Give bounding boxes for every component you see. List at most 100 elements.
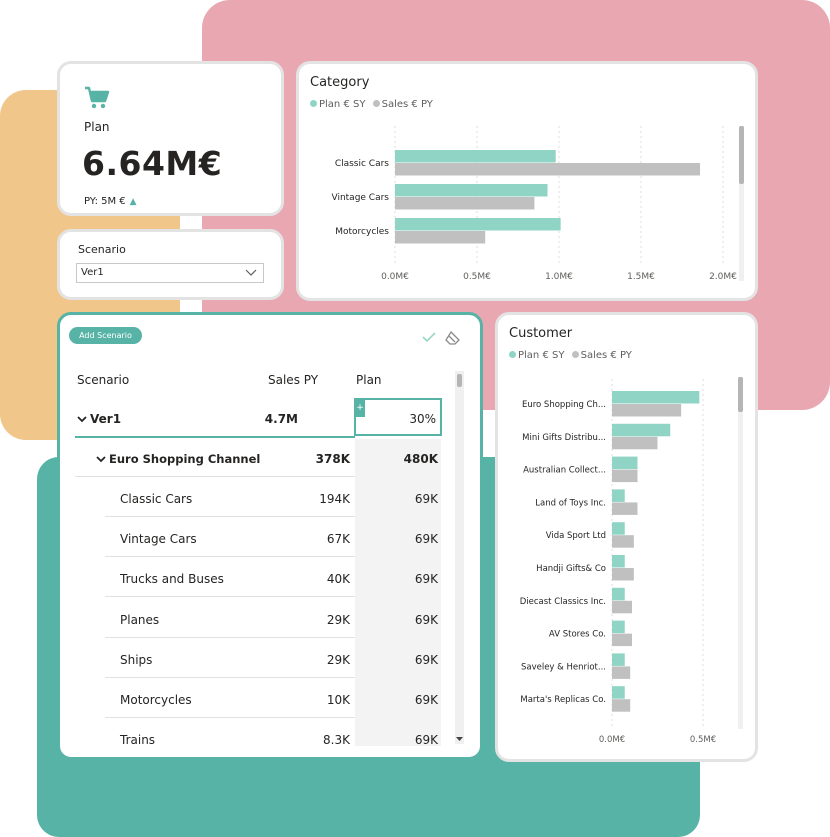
row-label: Trains: [120, 733, 156, 748]
plan-bar: [612, 423, 671, 437]
legend-plan-marker: [310, 100, 317, 107]
row-sales: 29K: [326, 652, 350, 667]
category-label: Handji Gifts& Co: [536, 564, 606, 574]
column-header-sales[interactable]: Sales PY: [268, 373, 319, 387]
plan-bar: [612, 653, 625, 666]
x-tick-label: 2.0M€: [709, 272, 737, 282]
scrollbar[interactable]: [738, 377, 743, 729]
x-tick-label: 0.0M€: [381, 272, 409, 282]
plan-bar: [395, 218, 561, 231]
row-plan[interactable]: 69K: [414, 652, 438, 667]
scrollbar-thumb[interactable]: [738, 377, 743, 412]
x-tick-label: 0.5M€: [690, 735, 716, 745]
row-divider: [105, 676, 355, 678]
chevron-down-icon: [245, 269, 257, 276]
scenario-dropdown[interactable]: Ver1: [76, 263, 264, 283]
sales-bar: [612, 666, 631, 679]
plan-bar: [612, 587, 625, 601]
total-row-label: Ver1: [90, 412, 122, 426]
plan-bar: [612, 555, 625, 568]
sales-bar: [612, 404, 682, 417]
scroll-down-icon[interactable]: [456, 736, 463, 742]
scrollbar-thumb[interactable]: [457, 374, 462, 387]
row-label: Motorcycles: [120, 693, 192, 707]
collapse-icon[interactable]: [77, 414, 87, 424]
group-row-sales: 378K: [315, 452, 350, 466]
row-sales: 67K: [326, 532, 350, 547]
plan-bar: [612, 456, 638, 470]
sales-bar: [612, 535, 634, 548]
row-sales: 29K: [326, 612, 350, 627]
row-divider: [105, 516, 355, 517]
legend-plan-label: Plan € SY: [319, 99, 366, 110]
add-scenario-button[interactable]: Add Scenario: [69, 327, 142, 344]
category-chart-card: Category Plan € SY Sales € PY 0.0M€ 0.5M€…: [296, 61, 758, 301]
row-plan[interactable]: 69K: [414, 532, 438, 547]
x-tick-label: 1.5M€: [627, 272, 655, 282]
plan-bar: [612, 620, 625, 634]
sales-bar: [612, 600, 633, 614]
x-tick-label: 0.0M€: [599, 735, 625, 745]
category-label: Vintage Cars: [331, 193, 389, 203]
row-label: Planes: [120, 612, 160, 627]
plan-bar: [612, 391, 700, 404]
eraser-icon[interactable]: [444, 329, 462, 345]
scrollbar-thumb[interactable]: [739, 126, 744, 184]
category-label: Saveley & Henriot...: [521, 662, 606, 672]
collapse-icon[interactable]: [96, 454, 106, 464]
check-icon[interactable]: [420, 329, 438, 345]
legend-sales-marker: [571, 351, 579, 358]
sales-bar: [612, 436, 658, 450]
row-plan[interactable]: 69K: [414, 492, 438, 506]
category-label: Marta's Replicas Co.: [520, 695, 606, 705]
category-label: Classic Cars: [335, 159, 389, 169]
sales-bar: [395, 163, 701, 176]
scenario-matrix: Add Scenario Scenario Sales PY Plan Ver1…: [57, 312, 483, 760]
slicer-title: Scenario: [78, 243, 126, 256]
row-label: Classic Cars: [120, 492, 193, 506]
plan-bar: [612, 489, 625, 502]
category-label: AV Stores Co.: [549, 630, 606, 640]
row-plan[interactable]: 69K: [414, 572, 438, 587]
category-label: Euro Shopping Ch...: [522, 400, 606, 410]
kpi-py-text: PY: 5M €: [84, 196, 126, 207]
row-plan[interactable]: 69K: [414, 693, 438, 707]
scrollbar[interactable]: [739, 126, 744, 281]
chart-title: Category: [310, 75, 370, 90]
row-plan[interactable]: 69K: [414, 612, 438, 627]
plan-bar: [395, 184, 548, 197]
category-label: Australian Collect...: [523, 466, 606, 476]
trend-up-icon: ▲: [129, 197, 137, 207]
sales-bar: [612, 633, 633, 647]
category-bar-chart: 0.0M€ 0.5M€ 1.0M€ 1.5M€ 2.0M€ Classic Cars Vin…: [331, 126, 737, 282]
row-divider: [105, 556, 355, 558]
plan-edit-cell[interactable]: [354, 398, 442, 436]
kpi-card: Plan 6.64M€ PY: 5M € ▲: [57, 61, 284, 216]
column-header-plan[interactable]: Plan: [356, 373, 382, 387]
total-row-plan[interactable]: 30%: [409, 412, 436, 426]
legend-sales-label: Sales € PY: [580, 350, 632, 361]
row-sales: 194K: [319, 492, 350, 506]
plus-icon[interactable]: +: [355, 399, 365, 417]
scrollbar[interactable]: [455, 371, 464, 744]
row-divider: [105, 717, 355, 718]
legend-sales-label: Sales € PY: [381, 99, 433, 110]
sales-bar: [612, 699, 631, 712]
cart-icon: [85, 86, 110, 109]
sales-bar: [395, 231, 486, 244]
customer-chart-card: Customer Plan € SY Sales € PY 0.0M€ 0.5M€…: [495, 312, 758, 762]
kpi-previous-year: PY: 5M € ▲: [84, 196, 137, 207]
kpi-label: Plan: [84, 120, 110, 134]
total-row-underline: [75, 436, 355, 438]
row-label: Trucks and Buses: [120, 572, 224, 587]
row-divider: [75, 476, 355, 477]
total-row-sales: 4.7M: [264, 412, 298, 426]
scenario-slicer: Scenario Ver1: [57, 229, 284, 300]
sales-bar: [612, 568, 634, 581]
row-plan[interactable]: 69K: [414, 733, 438, 748]
legend-plan-marker: [509, 351, 516, 358]
sales-bar: [612, 469, 638, 483]
kpi-value: 6.64M€: [82, 144, 223, 183]
group-row-label: Euro Shopping Channel: [109, 452, 261, 466]
column-header-scenario[interactable]: Scenario: [77, 373, 130, 387]
